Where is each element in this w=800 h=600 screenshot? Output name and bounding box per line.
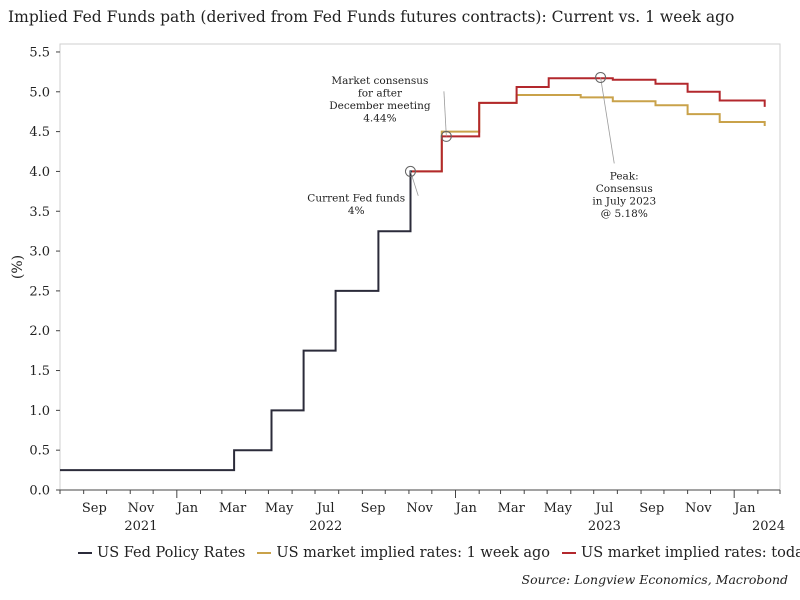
y-tick-label: 1.0 xyxy=(29,404,50,419)
y-tick-label: 0.5 xyxy=(29,444,50,459)
y-tick-label: 4.0 xyxy=(29,165,50,180)
annotation-marker xyxy=(595,71,607,83)
x-tick-label: Mar xyxy=(219,501,247,516)
annotation-leader xyxy=(410,171,419,196)
x-tick-label: Jan xyxy=(732,501,756,516)
x-tick-label: May xyxy=(265,501,294,516)
annotation-text-line: Peak: xyxy=(610,170,639,182)
legend-label-today: US market implied rates: today xyxy=(581,545,800,561)
series-line-2 xyxy=(412,77,766,173)
annotation-text-line: for after xyxy=(358,87,403,99)
y-tick-label: 1.5 xyxy=(29,364,50,379)
y-tick-label: 4.5 xyxy=(29,125,50,140)
x-tick-label: Sep xyxy=(639,501,664,516)
annotation-text-line: @ 5.18% xyxy=(601,208,648,220)
legend-label-week-ago: US market implied rates: 1 week ago xyxy=(276,545,551,561)
y-tick-label: 2.5 xyxy=(29,284,50,299)
annotation-text-line: 4% xyxy=(348,205,365,217)
annotation-text-line: 4.44% xyxy=(363,112,396,124)
legend-item-today: US market implied rates: today xyxy=(562,545,800,561)
annotation-leader xyxy=(443,91,447,137)
x-year-label: 2022 xyxy=(309,519,342,534)
x-tick-label: Jul xyxy=(315,501,335,516)
legend-swatch-today xyxy=(562,552,577,554)
x-tick-label: Nov xyxy=(128,501,155,516)
series-line-1 xyxy=(412,94,766,173)
x-tick-label: May xyxy=(544,501,573,516)
legend-item-week-ago: US market implied rates: 1 week ago xyxy=(257,545,550,561)
annotation-text-line: Market consensus xyxy=(331,75,428,87)
x-tick-label: Jan xyxy=(454,501,478,516)
legend-swatch-week-ago xyxy=(257,552,272,554)
x-tick-label: Nov xyxy=(685,501,712,516)
source-note: Source: Longview Economics, Macrobond xyxy=(521,572,788,587)
x-tick-label: Nov xyxy=(406,501,433,516)
annotation-text-line: in July 2023 xyxy=(592,195,656,207)
series-line-0 xyxy=(60,170,412,472)
y-axis-label: (%) xyxy=(10,255,26,279)
annotation-text-line: Consensus xyxy=(596,183,653,195)
legend-label-fed-policy: US Fed Policy Rates xyxy=(97,545,246,561)
chart-legend: US Fed Policy Rates US market implied ra… xyxy=(78,545,800,561)
y-tick-label: 5.5 xyxy=(29,45,50,60)
annotation-text-line: December meeting xyxy=(329,100,431,112)
x-tick-label: Jul xyxy=(594,501,614,516)
annotation-marker xyxy=(440,130,452,142)
x-tick-label: Sep xyxy=(361,501,386,516)
x-year-label: 2024 xyxy=(752,519,785,534)
legend-swatch-fed-policy xyxy=(78,552,92,554)
x-tick-label: Sep xyxy=(82,501,107,516)
y-tick-label: 3.5 xyxy=(29,205,50,220)
annotation-leader xyxy=(600,77,615,164)
legend-item-fed-policy: US Fed Policy Rates xyxy=(78,545,245,561)
chart-title: Implied Fed Funds path (derived from Fed… xyxy=(8,8,735,26)
x-year-label: 2023 xyxy=(588,519,621,534)
annotation-text-line: Current Fed funds xyxy=(307,193,405,205)
y-tick-label: 2.0 xyxy=(29,324,50,339)
y-tick-label: 5.0 xyxy=(29,85,50,100)
x-tick-label: Mar xyxy=(498,501,526,516)
annotation-marker xyxy=(404,165,416,177)
y-tick-label: 0.0 xyxy=(29,484,50,499)
x-year-label: 2021 xyxy=(124,519,157,534)
y-tick-label: 3.0 xyxy=(29,245,50,260)
x-tick-label: Jan xyxy=(175,501,199,516)
